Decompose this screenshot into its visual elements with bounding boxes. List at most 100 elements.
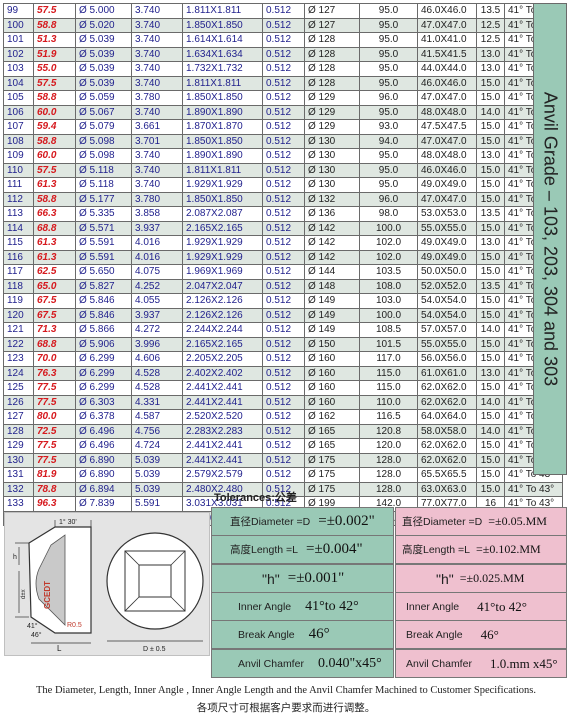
square-size-cell: 1.890X1.890 (182, 148, 263, 164)
length-cell: 4.528 (131, 365, 183, 381)
angle-top-label: 1° 30' (59, 518, 77, 526)
diameter-cell: Ø 7.839 (75, 496, 132, 512)
square-mm-cell: 46.0X46.0 (417, 3, 477, 19)
table-row: 122 68.8 Ø 5.906 3.996 2.165X2.165 0.512 Ø 150… (3, 336, 563, 352)
diameter-cell: Ø 6.299 (75, 351, 132, 367)
h-mm-cell: 15.0 (476, 264, 505, 280)
diameter-cell: Ø 6.894 (75, 481, 132, 497)
row-number-cell: 123 (3, 351, 34, 367)
row-number-cell: 121 (3, 322, 34, 338)
square-mm-cell: 49.0X49.0 (417, 249, 477, 265)
diameter-cell: Ø 5.335 (75, 206, 132, 222)
anvil-grade-side-label: Anvil Grade – 103, 203, 304 and 303 (533, 3, 567, 475)
diameter-cell: Ø 5.067 (75, 104, 132, 120)
square-mm-cell: 44.0X44.0 (417, 61, 477, 77)
h-mm-cell: 15.0 (476, 177, 505, 193)
h-mm-cell: 13.0 (476, 365, 505, 381)
diameter-mm-cell: Ø 136 (304, 206, 360, 222)
table-row: 114 68.8 Ø 5.571 3.937 2.165X2.165 0.512 Ø 142… (3, 220, 563, 236)
h-mm-cell: 15.0 (476, 438, 505, 454)
table-row: 115 61.3 Ø 5.591 4.016 1.929X1.929 0.512 Ø 142… (3, 235, 563, 251)
diameter-mm-cell: Ø 128 (304, 46, 360, 62)
tolerance-imperial-label: "h" (262, 570, 280, 587)
square-mm-cell: 58.0X58.0 (417, 423, 477, 439)
square-mm-cell: 62.0X62.0 (417, 380, 477, 396)
diameter-cell: Ø 5.177 (75, 191, 132, 207)
diameter-mm-cell: Ø 149 (304, 307, 360, 323)
h-mm-cell: 13.0 (476, 148, 505, 164)
h-value-cell: 0.512 (262, 206, 305, 222)
h-value-cell: 0.512 (262, 90, 305, 106)
diameter-mm-cell: Ø 128 (304, 32, 360, 48)
diameter-cell: Ø 5.591 (75, 249, 132, 265)
anvil-spec-table: 99 57.5 Ø 5.000 3.740 1.811X1.811 0.512 Ø 127 9… (3, 3, 563, 526)
length-cell: 3.996 (131, 336, 183, 352)
weight-cell: 61.3 (33, 177, 76, 193)
weight-cell: 59.4 (33, 119, 76, 135)
square-mm-cell: 47.5X47.5 (417, 119, 477, 135)
square-mm-cell: 50.0X50.0 (417, 264, 477, 280)
h-mm-cell: 13.0 (476, 61, 505, 77)
h-value-cell: 0.512 (262, 467, 305, 483)
square-size-cell: 1.634X1.634 (182, 46, 263, 62)
weight-cell: 77.5 (33, 394, 76, 410)
diameter-mm-cell: Ø 150 (304, 336, 360, 352)
h-value-cell: 0.512 (262, 46, 305, 62)
square-size-cell: 2.441X2.441 (182, 438, 263, 454)
length-mm-cell: 103.0 (359, 293, 418, 309)
h-mm-cell: 15.0 (476, 351, 505, 367)
length-mm-cell: 101.5 (359, 336, 418, 352)
h-value-cell: 0.512 (262, 438, 305, 454)
h-value-cell: 0.512 (262, 249, 305, 265)
weight-cell: 58.8 (33, 17, 76, 33)
weight-cell: 51.3 (33, 32, 76, 48)
row-number-cell: 116 (3, 249, 34, 265)
diameter-cell: Ø 5.000 (75, 3, 132, 19)
table-row: 102 51.9 Ø 5.039 3.740 1.634X1.634 0.512 Ø 128… (3, 46, 563, 62)
tolerance-metric-label: "h" (436, 570, 454, 587)
square-mm-cell: 63.0X63.0 (417, 481, 477, 497)
brand-label: GCEDT (43, 581, 52, 609)
length-mm-cell: 95.0 (359, 75, 418, 91)
h-mm-cell: 13.5 (476, 206, 505, 222)
square-mm-cell: 47.0X47.0 (417, 191, 477, 207)
diameter-cell: Ø 5.118 (75, 162, 132, 178)
square-size-cell: 2.047X2.047 (182, 278, 263, 294)
tolerance-metric-cell: Break Angle 46° (395, 620, 567, 649)
length-mm-cell: 95.0 (359, 32, 418, 48)
row-number-cell: 113 (3, 206, 34, 222)
length-mm-cell: 95.0 (359, 46, 418, 62)
h-mm-cell: 15.0 (476, 220, 505, 236)
anvil-grade-text: Anvil Grade – 103, 203, 304 and 303 (540, 91, 561, 387)
square-mm-cell: 47.0X47.0 (417, 133, 477, 149)
length-mm-cell: 128.0 (359, 481, 418, 497)
footnote-chinese: 各项尺寸可根据客户要求而进行调整。 (196, 703, 376, 714)
diameter-cell: Ø 5.846 (75, 307, 132, 323)
diameter-mm-cell: Ø 127 (304, 3, 360, 19)
h-value-cell: 0.512 (262, 293, 305, 309)
tolerance-grid: 直径Diameter =D =±0.002" 直径Diameter =D =±0.05… (211, 507, 567, 678)
length-cell: 4.055 (131, 293, 183, 309)
table-row: 113 66.3 Ø 5.335 3.858 2.087X2.087 0.512 Ø 136… (3, 206, 563, 222)
h-value-cell: 0.512 (262, 104, 305, 120)
row-number-cell: 111 (3, 177, 34, 193)
length-mm-cell: 95.0 (359, 148, 418, 164)
row-number-cell: 120 (3, 307, 34, 323)
h-label: h (13, 554, 17, 561)
weight-cell: 67.5 (33, 307, 76, 323)
square-size-cell: 2.402X2.402 (182, 365, 263, 381)
weight-cell: 80.0 (33, 409, 76, 425)
length-mm-cell: 100.0 (359, 307, 418, 323)
diameter-cell: Ø 5.039 (75, 75, 132, 91)
diameter-mm-cell: Ø 148 (304, 278, 360, 294)
diameter-mm-cell: Ø 128 (304, 75, 360, 91)
length-mm-cell: 116.5 (359, 409, 418, 425)
square-size-cell: 1.850X1.850 (182, 133, 263, 149)
tolerance-imperial-label: 高度Length =L (230, 544, 299, 556)
diameter-mm-cell: Ø 130 (304, 133, 360, 149)
square-mm-cell: 53.0X53.0 (417, 206, 477, 222)
length-cell: 4.016 (131, 235, 183, 251)
weight-cell: 72.5 (33, 423, 76, 439)
row-number-cell: 112 (3, 191, 34, 207)
square-size-cell: 1.929X1.929 (182, 249, 263, 265)
